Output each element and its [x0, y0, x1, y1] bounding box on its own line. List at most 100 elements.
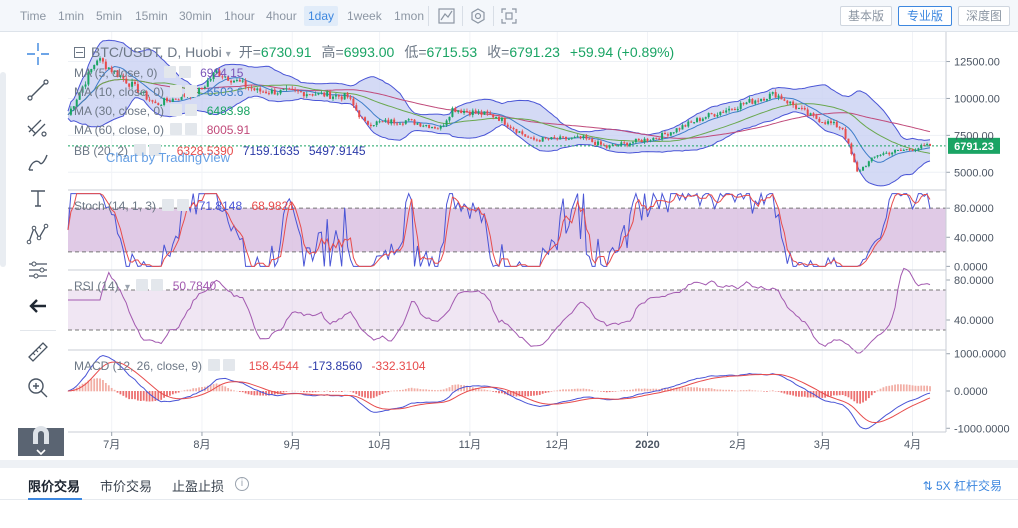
macd-histogram-bar: [396, 390, 398, 392]
candle-body: [75, 99, 78, 107]
back-arrow-icon[interactable]: [24, 292, 52, 320]
indicator-controls[interactable]: [170, 123, 200, 135]
indicator-controls[interactable]: [170, 85, 200, 97]
magnet-icon[interactable]: [18, 420, 64, 460]
tab-limit-order[interactable]: 限价交易: [28, 479, 81, 494]
candle-body: [564, 136, 567, 140]
leverage-link[interactable]: ⇅ 5X 杠杆交易: [923, 477, 1002, 494]
macd-histogram-bar: [646, 388, 649, 392]
timeframe-4hour[interactable]: 4hour: [266, 9, 297, 23]
text-tool-icon[interactable]: [24, 184, 52, 212]
macd-histogram-bar: [332, 391, 334, 392]
pattern-tool-icon[interactable]: [24, 220, 52, 248]
indicator-controls[interactable]: [162, 199, 192, 211]
candle-body: [500, 117, 503, 121]
macd-histogram-bar: [273, 391, 276, 395]
timeframe-1min[interactable]: 1min: [58, 9, 85, 23]
candle-body: [113, 70, 116, 72]
timeframe-1hour[interactable]: 1hour: [224, 9, 255, 23]
macd-histogram-bar: [704, 388, 707, 392]
timeframe-time[interactable]: Time: [20, 9, 47, 23]
chart-type-icon[interactable]: [436, 6, 458, 26]
indicator-controls[interactable]: [170, 104, 200, 116]
time-axis-label: 12月: [546, 439, 569, 451]
brush-icon[interactable]: [24, 148, 52, 176]
candle-body: [847, 138, 850, 144]
macd-histogram-bar: [917, 385, 920, 392]
price-axis-label: 5000.00: [954, 167, 994, 179]
candle-body: [498, 117, 500, 121]
indicator-controls[interactable]: [134, 144, 164, 156]
mode-pro-button[interactable]: 专业版: [898, 6, 952, 26]
tradingview-watermark[interactable]: Chart by TradingView: [106, 150, 231, 165]
macd-histogram-bar: [311, 391, 314, 393]
chevron-down-icon[interactable]: ▾: [125, 282, 131, 293]
trend-line-icon[interactable]: [24, 76, 52, 104]
settings-icon[interactable]: [467, 6, 489, 26]
zoom-in-icon[interactable]: [24, 374, 52, 402]
candle-body: [477, 111, 480, 114]
candle-body: [212, 72, 215, 80]
macd-histogram-bar: [314, 391, 317, 393]
macd-histogram-bar: [841, 391, 844, 396]
macd-histogram-bar: [212, 384, 215, 392]
macd-histogram-bar: [483, 389, 486, 392]
macd-histogram-bar: [754, 390, 757, 392]
drawing-toolbar-scrollbar[interactable]: [0, 72, 6, 267]
prediction-tool-icon[interactable]: [24, 256, 52, 284]
ma10-value: 6503.6: [206, 85, 244, 99]
price-chart[interactable]: 6791.23 12500.00 10000.00 7500.00 5000.00 80.…: [0, 32, 1018, 460]
candle-body: [116, 70, 119, 78]
candle-body: [480, 111, 483, 115]
info-icon[interactable]: i: [235, 477, 249, 491]
macd-histogram-bar: [378, 391, 381, 396]
candle-body: [771, 92, 774, 94]
macd-histogram-bar: [166, 391, 168, 397]
macd-histogram-bar: [853, 391, 856, 402]
macd-histogram-bar: [870, 391, 873, 396]
collapse-icon[interactable]: [74, 47, 85, 58]
candle-body: [850, 143, 853, 155]
fullscreen-icon[interactable]: [498, 6, 520, 26]
macd-histogram-bar: [518, 391, 521, 397]
mode-depth-button[interactable]: 深度图: [958, 6, 1010, 26]
timeframe-15min[interactable]: 15min: [135, 9, 168, 23]
candle-body: [486, 111, 489, 114]
macd-histogram-bar: [678, 387, 681, 392]
candle-body: [366, 121, 369, 125]
macd-histogram-bar: [253, 391, 256, 396]
indicator-controls[interactable]: [163, 66, 194, 78]
macd-histogram-bar: [233, 390, 235, 392]
crosshair-icon[interactable]: [24, 40, 52, 68]
indicator-controls[interactable]: [208, 359, 238, 371]
candle-body: [541, 137, 544, 142]
timeframe-5min[interactable]: 5min: [96, 9, 123, 23]
candle-body: [693, 122, 696, 124]
macd-histogram-bar: [224, 386, 227, 392]
timeframe-1day[interactable]: 1day: [304, 6, 339, 26]
candle-body: [171, 98, 174, 102]
candle-body: [929, 144, 931, 146]
candle-body: [605, 145, 608, 148]
timeframe-1mon[interactable]: 1mon: [394, 9, 425, 23]
candle-body: [235, 79, 238, 81]
indicator-controls[interactable]: [136, 279, 166, 291]
fib-tools-icon[interactable]: [24, 112, 52, 140]
macd-histogram-bar: [262, 391, 265, 396]
timeframe-1week[interactable]: 1week: [347, 9, 382, 23]
macd-histogram-bar: [736, 390, 739, 392]
time-axis-label: 3月: [814, 439, 831, 451]
tab-market-order[interactable]: 市价交易: [100, 479, 153, 494]
ruler-icon[interactable]: [24, 338, 52, 366]
mode-basic-button[interactable]: 基本版: [840, 6, 892, 26]
candle-body: [416, 123, 419, 125]
candle-body: [471, 110, 474, 116]
chevron-down-icon[interactable]: ▾: [225, 49, 231, 60]
tab-stop-order[interactable]: 止盈止损: [172, 479, 225, 494]
timeframe-30min[interactable]: 30min: [179, 9, 212, 23]
candle-body: [247, 86, 250, 88]
macd-histogram-bar: [897, 384, 899, 392]
macd-histogram-bar: [419, 389, 422, 392]
candle-body: [521, 131, 524, 135]
high-value: 6993.00: [343, 44, 395, 60]
